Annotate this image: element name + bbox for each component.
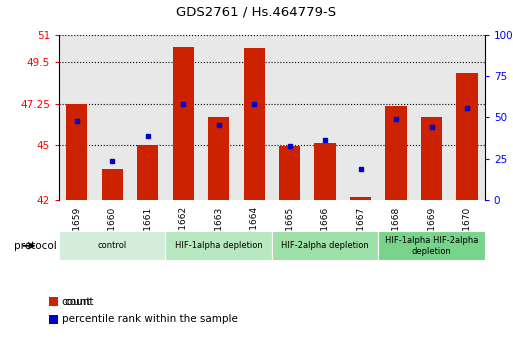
Bar [279,146,300,200]
Bar [94,34,130,200]
Bar [137,145,159,200]
Bar [201,34,236,200]
Bar [385,106,407,200]
Text: percentile rank within the sample: percentile rank within the sample [62,314,238,324]
Text: HIF-2alpha depletion: HIF-2alpha depletion [281,241,369,250]
Bar [350,197,371,200]
Text: HIF-1alpha depletion: HIF-1alpha depletion [175,241,263,250]
Bar [59,231,165,260]
Text: count: count [62,297,91,307]
Bar [165,231,272,260]
Bar [343,34,378,200]
Bar [130,34,165,200]
Text: protocol: protocol [14,241,56,251]
Bar [449,34,485,200]
Bar [165,34,201,200]
Bar [66,104,87,200]
Bar [414,34,449,200]
Bar [378,34,414,200]
Bar [314,143,336,200]
Bar [244,48,265,200]
Text: control: control [97,241,127,250]
Bar [307,34,343,200]
Text: GDS2761 / Hs.464779-S: GDS2761 / Hs.464779-S [176,5,337,18]
Bar [236,34,272,200]
Bar [172,47,194,200]
Bar [102,169,123,200]
Bar [59,34,94,200]
Bar [272,231,378,260]
Bar [272,34,307,200]
Bar [457,73,478,200]
Bar [421,117,442,200]
Text: count: count [64,297,94,307]
Bar [378,231,485,260]
Text: HIF-1alpha HIF-2alpha
depletion: HIF-1alpha HIF-2alpha depletion [385,236,478,256]
Bar [208,117,229,200]
